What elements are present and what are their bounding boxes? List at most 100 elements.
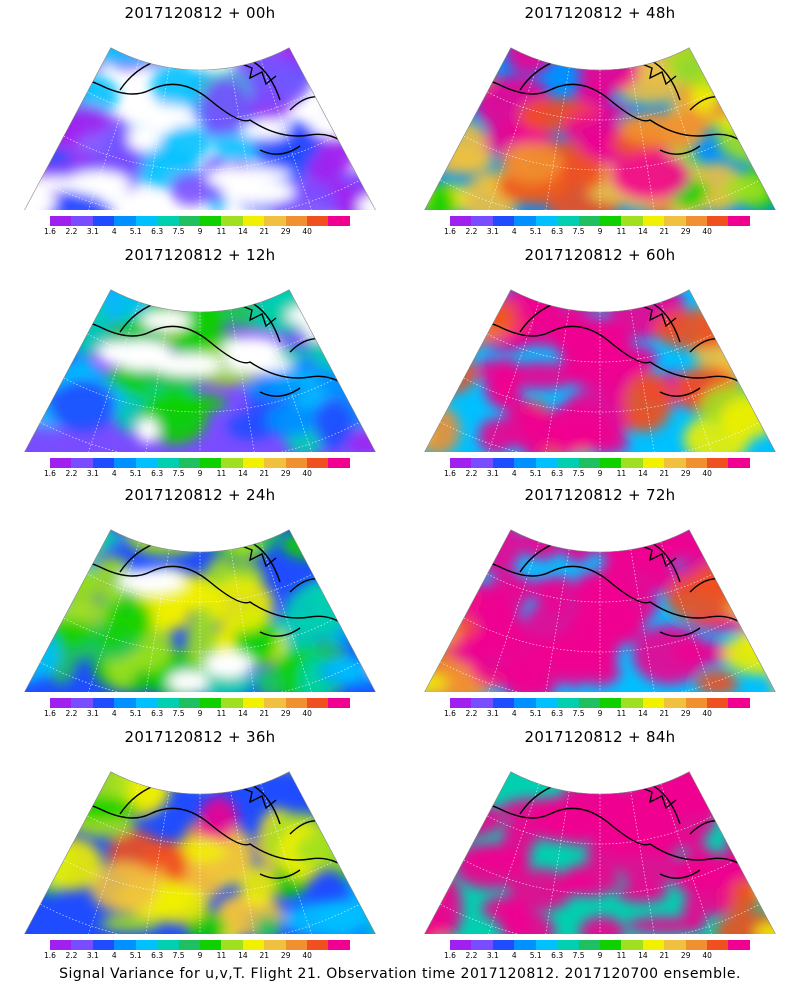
colorbar-label: 1.6	[444, 709, 456, 718]
colorbar-labels: 1.6 2.2 3.1 4 5.1 6.3 7.5 9 11 14 21 29 40	[44, 708, 350, 718]
colorbar-swatch	[514, 940, 536, 950]
colorbar-label: 4	[111, 227, 117, 236]
colorbar: 1.6 2.2 3.1 4 5.1 6.3 7.5 9 11 14 21 29 40	[44, 458, 350, 478]
colorbar-swatch	[178, 698, 200, 708]
forecast-panel: 2017120812 + 12h 1.6 2.2 3.1 4 5.1 6.3 7.5 9 11 14…	[10, 246, 390, 486]
colorbar-label: 14	[238, 227, 248, 236]
panel-title: 2017120812 + 24h	[124, 486, 276, 504]
colorbar-swatch	[664, 940, 686, 950]
colorbar: 1.6 2.2 3.1 4 5.1 6.3 7.5 9 11 14 21 29 40	[44, 216, 350, 236]
variance-map	[416, 47, 784, 210]
colorbar-label: 29	[280, 469, 291, 478]
colorbar-swatch	[621, 216, 643, 226]
colorbar-label: 1.6	[44, 951, 56, 960]
colorbar-swatch	[664, 698, 686, 708]
variance-map	[416, 529, 784, 692]
colorbar-label: 3.1	[486, 227, 499, 236]
colorbar: 1.6 2.2 3.1 4 5.1 6.3 7.5 9 11 14 21 29 40	[444, 940, 750, 960]
colorbar-swatch	[307, 216, 329, 226]
colorbar-label: 11	[216, 469, 227, 478]
colorbar-swatch	[535, 216, 558, 226]
panel-title: 2017120812 + 36h	[124, 728, 276, 746]
colorbar-swatch	[242, 216, 265, 226]
colorbar-swatch	[264, 698, 286, 708]
colorbar-label: 21	[659, 227, 670, 236]
colorbar-label: 21	[259, 469, 270, 478]
colorbar-label: 11	[216, 709, 227, 718]
colorbar-swatch	[264, 458, 286, 468]
colorbar-label: 40	[302, 227, 312, 236]
colorbar-swatch	[92, 458, 115, 468]
colorbar-labels: 1.6 2.2 3.1 4 5.1 6.3 7.5 9 11 14 21 29 40	[44, 468, 350, 478]
colorbar-label: 21	[259, 227, 270, 236]
colorbar-label: 21	[259, 709, 270, 718]
colorbar-label: 3.1	[486, 469, 499, 478]
colorbar-label: 29	[680, 227, 691, 236]
colorbar-swatch	[621, 458, 643, 468]
colorbar-label: 14	[638, 951, 648, 960]
colorbar-label: 7.5	[172, 709, 185, 718]
colorbar-swatches	[50, 216, 350, 226]
colorbar-swatch	[707, 940, 729, 950]
colorbar-swatch	[71, 216, 93, 226]
colorbar-label: 5.1	[129, 709, 142, 718]
colorbar-swatch	[199, 698, 222, 708]
colorbar-swatch	[114, 940, 136, 950]
colorbar-swatch	[492, 698, 515, 708]
colorbar-label: 5.1	[129, 227, 142, 236]
colorbar-swatch	[642, 698, 665, 708]
colorbar-label: 5.1	[529, 951, 542, 960]
colorbar-swatch	[199, 458, 222, 468]
colorbar-swatch	[199, 216, 222, 226]
colorbar-label: 2.2	[465, 469, 478, 478]
colorbar-label: 1.6	[444, 469, 456, 478]
forecast-panel: 2017120812 + 60h 1.6 2.2 3.1 4 5.1 6.3 7.5 9 11 14…	[410, 246, 790, 486]
colorbar-label: 40	[702, 469, 712, 478]
colorbar-label: 9	[197, 951, 203, 960]
colorbar-label: 1.6	[444, 951, 456, 960]
colorbar-label: 7.5	[172, 227, 185, 236]
colorbar-swatch	[135, 940, 158, 950]
colorbar-label: 6.3	[151, 951, 164, 960]
colorbar-swatch	[264, 216, 286, 226]
colorbar-label: 11	[216, 227, 227, 236]
colorbar-label: 6.3	[551, 709, 564, 718]
colorbar-label: 7.5	[572, 709, 585, 718]
colorbar-swatch	[71, 940, 93, 950]
colorbar-label: 21	[259, 951, 270, 960]
colorbar-label: 11	[216, 951, 227, 960]
colorbar-label: 9	[597, 951, 603, 960]
colorbar: 1.6 2.2 3.1 4 5.1 6.3 7.5 9 11 14 21 29 40	[44, 698, 350, 718]
colorbar-label: 40	[302, 469, 312, 478]
colorbar-swatch	[285, 458, 308, 468]
colorbar-label: 4	[511, 227, 517, 236]
colorbar-swatches	[50, 458, 350, 468]
colorbar-label: 1.6	[44, 469, 56, 478]
colorbar-swatch	[492, 458, 515, 468]
colorbar-label: 40	[302, 951, 312, 960]
colorbar-swatch	[450, 698, 472, 708]
colorbar-swatch	[514, 698, 536, 708]
colorbar-label: 29	[680, 709, 691, 718]
colorbar-swatch	[642, 458, 665, 468]
colorbar-labels: 1.6 2.2 3.1 4 5.1 6.3 7.5 9 11 14 21 29 40	[444, 708, 750, 718]
colorbar-swatch	[578, 940, 600, 950]
colorbar-label: 29	[280, 951, 291, 960]
colorbar-label: 2.2	[465, 951, 478, 960]
forecast-panel: 2017120812 + 00h 1.6 2.2 3.1 4 5.1 6.3 7.5 9 11 14…	[10, 4, 390, 244]
colorbar-swatches	[50, 940, 350, 950]
colorbar: 1.6 2.2 3.1 4 5.1 6.3 7.5 9 11 14 21 29 40	[444, 216, 750, 236]
colorbar-label: 4	[511, 951, 517, 960]
colorbar-swatch	[221, 698, 243, 708]
colorbar-label: 5.1	[129, 469, 142, 478]
colorbar-label: 1.6	[444, 227, 456, 236]
colorbar-swatch	[578, 216, 600, 226]
colorbar-swatch	[599, 940, 622, 950]
colorbar-swatch	[664, 216, 686, 226]
colorbar-label: 2.2	[465, 709, 478, 718]
colorbar-labels: 1.6 2.2 3.1 4 5.1 6.3 7.5 9 11 14 21 29 40	[44, 226, 350, 236]
colorbar: 1.6 2.2 3.1 4 5.1 6.3 7.5 9 11 14 21 29 40	[444, 458, 750, 478]
colorbar-swatch	[157, 216, 179, 226]
colorbar-label: 40	[702, 227, 712, 236]
colorbar-label: 14	[238, 709, 248, 718]
